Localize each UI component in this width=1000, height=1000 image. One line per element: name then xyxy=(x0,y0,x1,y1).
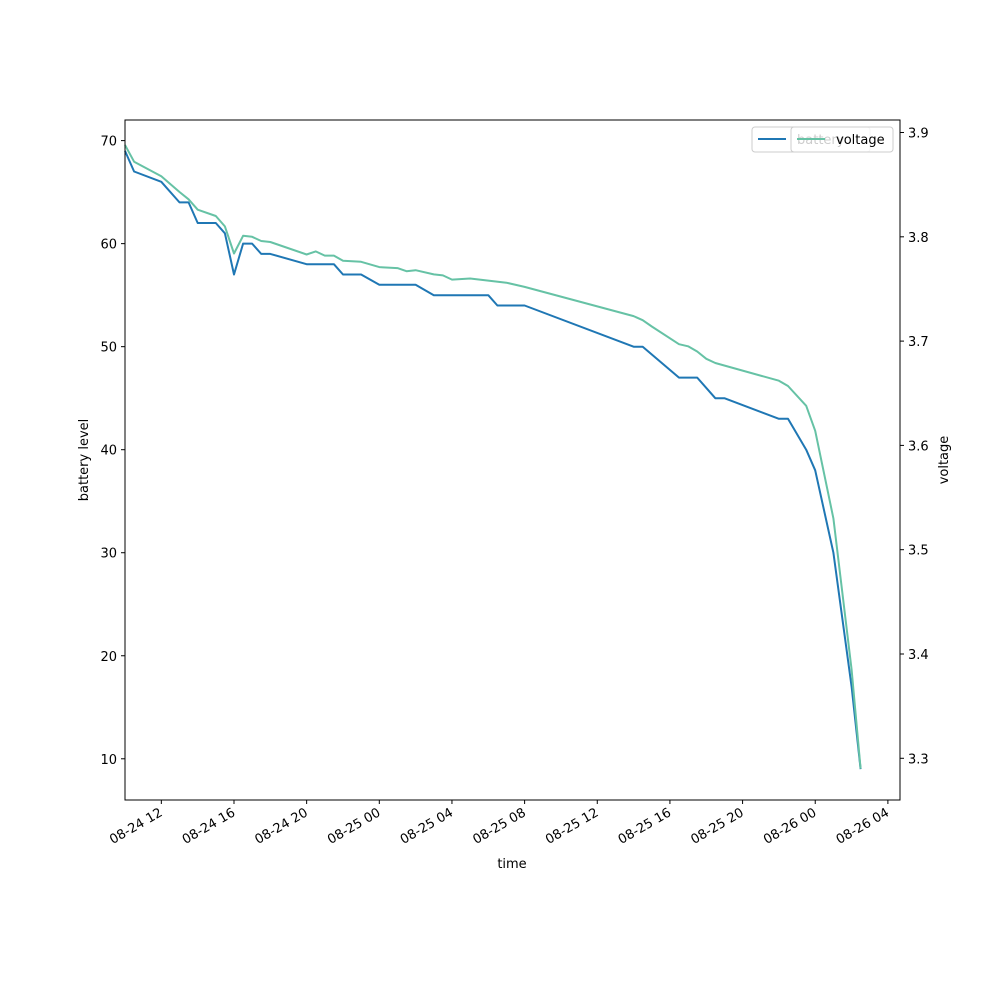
y-tick-label: 10 xyxy=(100,753,117,768)
x-tick-label: 08-26 04 xyxy=(834,805,892,847)
x-axis-ticks: 08-24 12 08-24 16 08-24 20 08-25 00 08-25 04… xyxy=(107,800,892,848)
plot-frame xyxy=(124,119,901,801)
left-y-axis-ticks: 10 20 30 40 50 60 70 xyxy=(100,135,125,768)
y2-tick-label: 3.7 xyxy=(908,335,929,350)
legend-voltage-label: voltage xyxy=(836,133,885,148)
y2-tick-label: 3.3 xyxy=(908,752,929,767)
x-tick-label: 08-25 00 xyxy=(325,805,383,847)
series-layer xyxy=(124,144,862,770)
y-tick-label: 60 xyxy=(100,238,117,253)
y2-tick-label: 3.8 xyxy=(908,231,929,246)
y-tick-label: 30 xyxy=(100,547,117,562)
x-tick-label: 08-24 20 xyxy=(253,805,311,847)
series-line-voltage xyxy=(124,144,862,769)
y2-tick-label: 3.6 xyxy=(908,439,929,454)
x-axis-title: time xyxy=(497,857,526,872)
x-tick-label: 08-24 12 xyxy=(107,805,165,847)
legend-voltage: voltage xyxy=(790,126,894,153)
series-line-battery xyxy=(124,150,862,770)
legend-voltage-frame xyxy=(790,126,894,153)
x-tick-label: 08-26 00 xyxy=(761,805,819,847)
y2-tick-label: 3.4 xyxy=(908,648,929,663)
x-tick-label: 08-25 20 xyxy=(688,805,746,847)
y-tick-label: 70 xyxy=(100,135,117,150)
y2-tick-label: 3.5 xyxy=(908,544,929,559)
y-tick-label: 40 xyxy=(100,444,117,459)
left-y-axis-title: battery level xyxy=(77,419,92,502)
x-tick-label: 08-25 08 xyxy=(470,805,528,847)
x-tick-label: 08-25 16 xyxy=(616,805,674,847)
x-tick-label: 08-24 16 xyxy=(180,805,238,847)
y-tick-label: 50 xyxy=(100,341,117,356)
right-y-axis-ticks: 3.3 3.4 3.5 3.6 3.7 3.8 3.9 xyxy=(900,127,929,767)
x-tick-label: 08-25 12 xyxy=(543,805,601,847)
y-tick-label: 20 xyxy=(100,650,117,665)
y2-tick-label: 3.9 xyxy=(908,127,929,142)
right-y-axis-title: voltage xyxy=(937,436,952,485)
x-tick-label: 08-25 04 xyxy=(398,805,456,847)
